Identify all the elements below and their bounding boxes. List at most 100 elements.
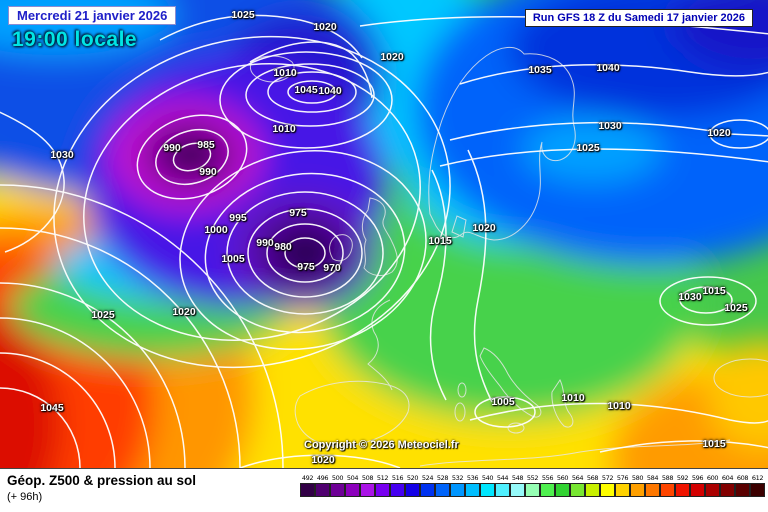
pressure-label: 970 [323,262,341,274]
colorbar-swatch [555,483,570,497]
colorbar-step: 504 [345,474,360,497]
pressure-label: 1020 [311,454,335,466]
colorbar-step: 572 [600,474,615,497]
map-title: Géop. Z500 & pression au sol [7,473,197,488]
colorbar-value: 528 [436,474,449,482]
colorbar-step: 600 [705,474,720,497]
colorbar-value: 496 [316,474,329,482]
colorbar-value: 596 [691,474,704,482]
pressure-label: 1000 [204,224,228,236]
valid-time-text: 19:00 locale [12,28,138,51]
color-field-blobs [0,0,768,468]
colorbar-step: 532 [450,474,465,497]
colorbar-swatch [300,483,315,497]
colorbar-step: 536 [465,474,480,497]
map-area: 1025 1020 1020 1035 1040 1010 1045 1040 1010 1030… [0,0,768,468]
colorbar-value: 504 [346,474,359,482]
colorbar-swatch [420,483,435,497]
pressure-label: 1015 [702,438,726,450]
pressure-label: 975 [289,207,307,219]
colorbar-swatch [675,483,690,497]
pressure-label: 1025 [91,309,115,321]
colorbar-step: 544 [495,474,510,497]
colorbar-step: 512 [375,474,390,497]
pressure-label: 1040 [596,62,620,74]
colorbar-value: 564 [571,474,584,482]
colorbar-swatch [360,483,375,497]
colorbar-step: 516 [390,474,405,497]
colorbar-swatch [570,483,585,497]
colorbar-swatch [540,483,555,497]
forecast-hour: (+ 96h) [7,491,43,503]
colorbar-value: 552 [526,474,539,482]
copyright-text: Copyright © 2026 Meteociel.fr [304,439,459,451]
colorbar-value: 568 [586,474,599,482]
colorbar-step: 508 [360,474,375,497]
pressure-label: 1020 [313,21,337,33]
colorbar-swatch [375,483,390,497]
colorbar-value: 572 [601,474,614,482]
colorbar-value: 604 [721,474,734,482]
colorbar-swatch [705,483,720,497]
pressure-label: 1045 [40,402,64,414]
colorbar-step: 592 [675,474,690,497]
date-box: Mercredi 21 janvier 2026 [8,6,177,25]
pressure-label: 1020 [472,222,496,234]
colorbar-swatch [735,483,750,497]
run-info-text: Run GFS 18 Z du Samedi 17 janvier 2026 [532,12,745,24]
pressure-label: 1010 [561,392,585,404]
colorbar-swatch [390,483,405,497]
colorbar-step: 552 [525,474,540,497]
colorbar-step: 548 [510,474,525,497]
colorbar-swatch [465,483,480,497]
colorbar-value: 508 [361,474,374,482]
pressure-label: 975 [297,261,315,273]
pressure-label: 1030 [50,149,74,161]
isobar-contours [0,14,768,468]
colorbar-value: 576 [616,474,629,482]
colorbar-step: 520 [405,474,420,497]
pressure-label: 1025 [724,302,748,314]
colorbar-value: 536 [466,474,479,482]
colorbar-swatch [480,483,495,497]
pressure-label: 1020 [707,127,731,139]
colorbar-value: 600 [706,474,719,482]
colorbar-step: 596 [690,474,705,497]
pressure-label: 995 [229,212,247,224]
colorbar-swatch [600,483,615,497]
colorbar-step: 500 [330,474,345,497]
colorbar-swatch [345,483,360,497]
pressure-label: 1025 [231,9,255,21]
pressure-label: 1005 [491,396,515,408]
pressure-label: 1035 [528,64,552,76]
pressure-label: 1005 [221,253,245,265]
colorbar-swatch [630,483,645,497]
colorbar-swatch [615,483,630,497]
pressure-label: 1045 [294,84,318,96]
colorbar-swatch [585,483,600,497]
colorbar-swatch [450,483,465,497]
pressure-label: 1020 [380,51,404,63]
pressure-label: 1010 [607,400,631,412]
colorbar-step: 612 [750,474,765,497]
pressure-label: 980 [274,241,292,253]
colorbar-value: 516 [391,474,404,482]
colorbar-value: 580 [631,474,644,482]
colorbar-swatch [510,483,525,497]
pressure-label: 990 [199,166,217,178]
colorbar-step: 496 [315,474,330,497]
colorbar-swatch [690,483,705,497]
colorbar-step: 540 [480,474,495,497]
pressure-label: 1030 [598,120,622,132]
colorbar-step: 492 [300,474,315,497]
legend-bar: Géop. Z500 & pression au sol (+ 96h) 492… [0,468,768,512]
geopotential-field-svg [0,0,768,468]
colorbar-step: 528 [435,474,450,497]
colorbar-step: 604 [720,474,735,497]
run-info-box: Run GFS 18 Z du Samedi 17 janvier 2026 [524,9,753,27]
pressure-label: 1030 [678,291,702,303]
colorbar-step: 524 [420,474,435,497]
pressure-label: 990 [163,142,181,154]
colorbar-value: 608 [736,474,749,482]
pressure-label: 1020 [172,306,196,318]
